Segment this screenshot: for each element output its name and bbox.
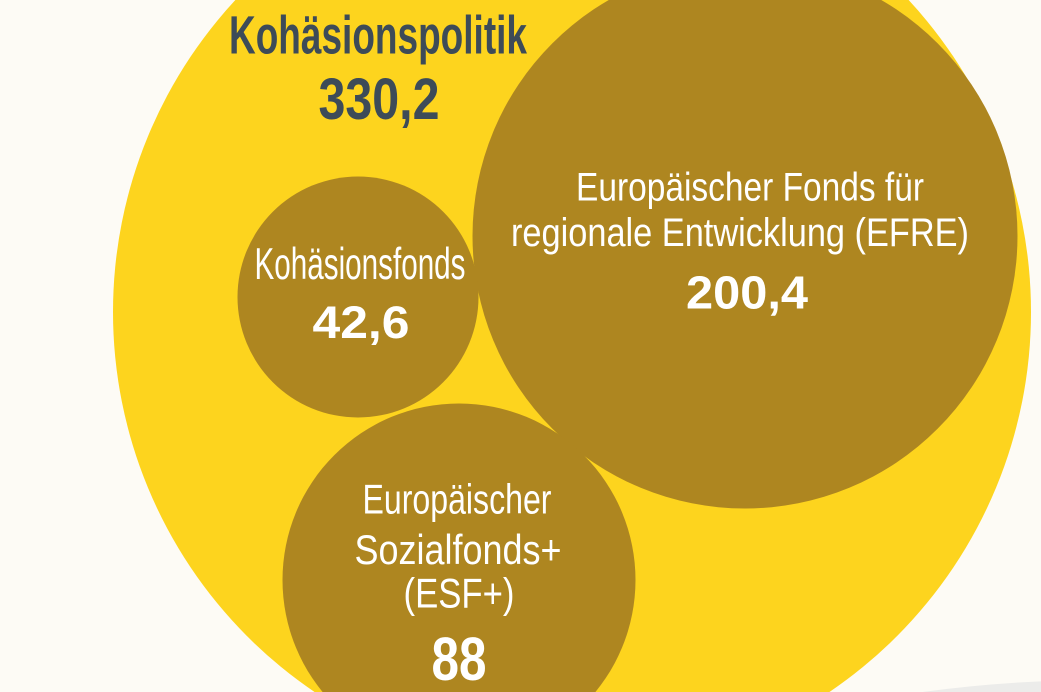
svg-text:330,2: 330,2 [319, 67, 440, 132]
svg-text:Kohäsionsfonds: Kohäsionsfonds [255, 239, 466, 289]
svg-text:200,4: 200,4 [686, 267, 808, 319]
svg-text:(ESF+): (ESF+) [404, 570, 515, 617]
svg-text:88: 88 [432, 625, 487, 692]
svg-text:Europäischer: Europäischer [363, 476, 552, 523]
svg-text:Europäischer Fonds für: Europäischer Fonds für [576, 165, 924, 209]
svg-text:Kohäsionspolitik: Kohäsionspolitik [229, 5, 527, 65]
svg-text:42,6: 42,6 [313, 297, 410, 348]
svg-text:Sozialfonds+: Sozialfonds+ [355, 526, 562, 573]
svg-text:regionale Entwicklung (EFRE): regionale Entwicklung (EFRE) [511, 211, 969, 255]
